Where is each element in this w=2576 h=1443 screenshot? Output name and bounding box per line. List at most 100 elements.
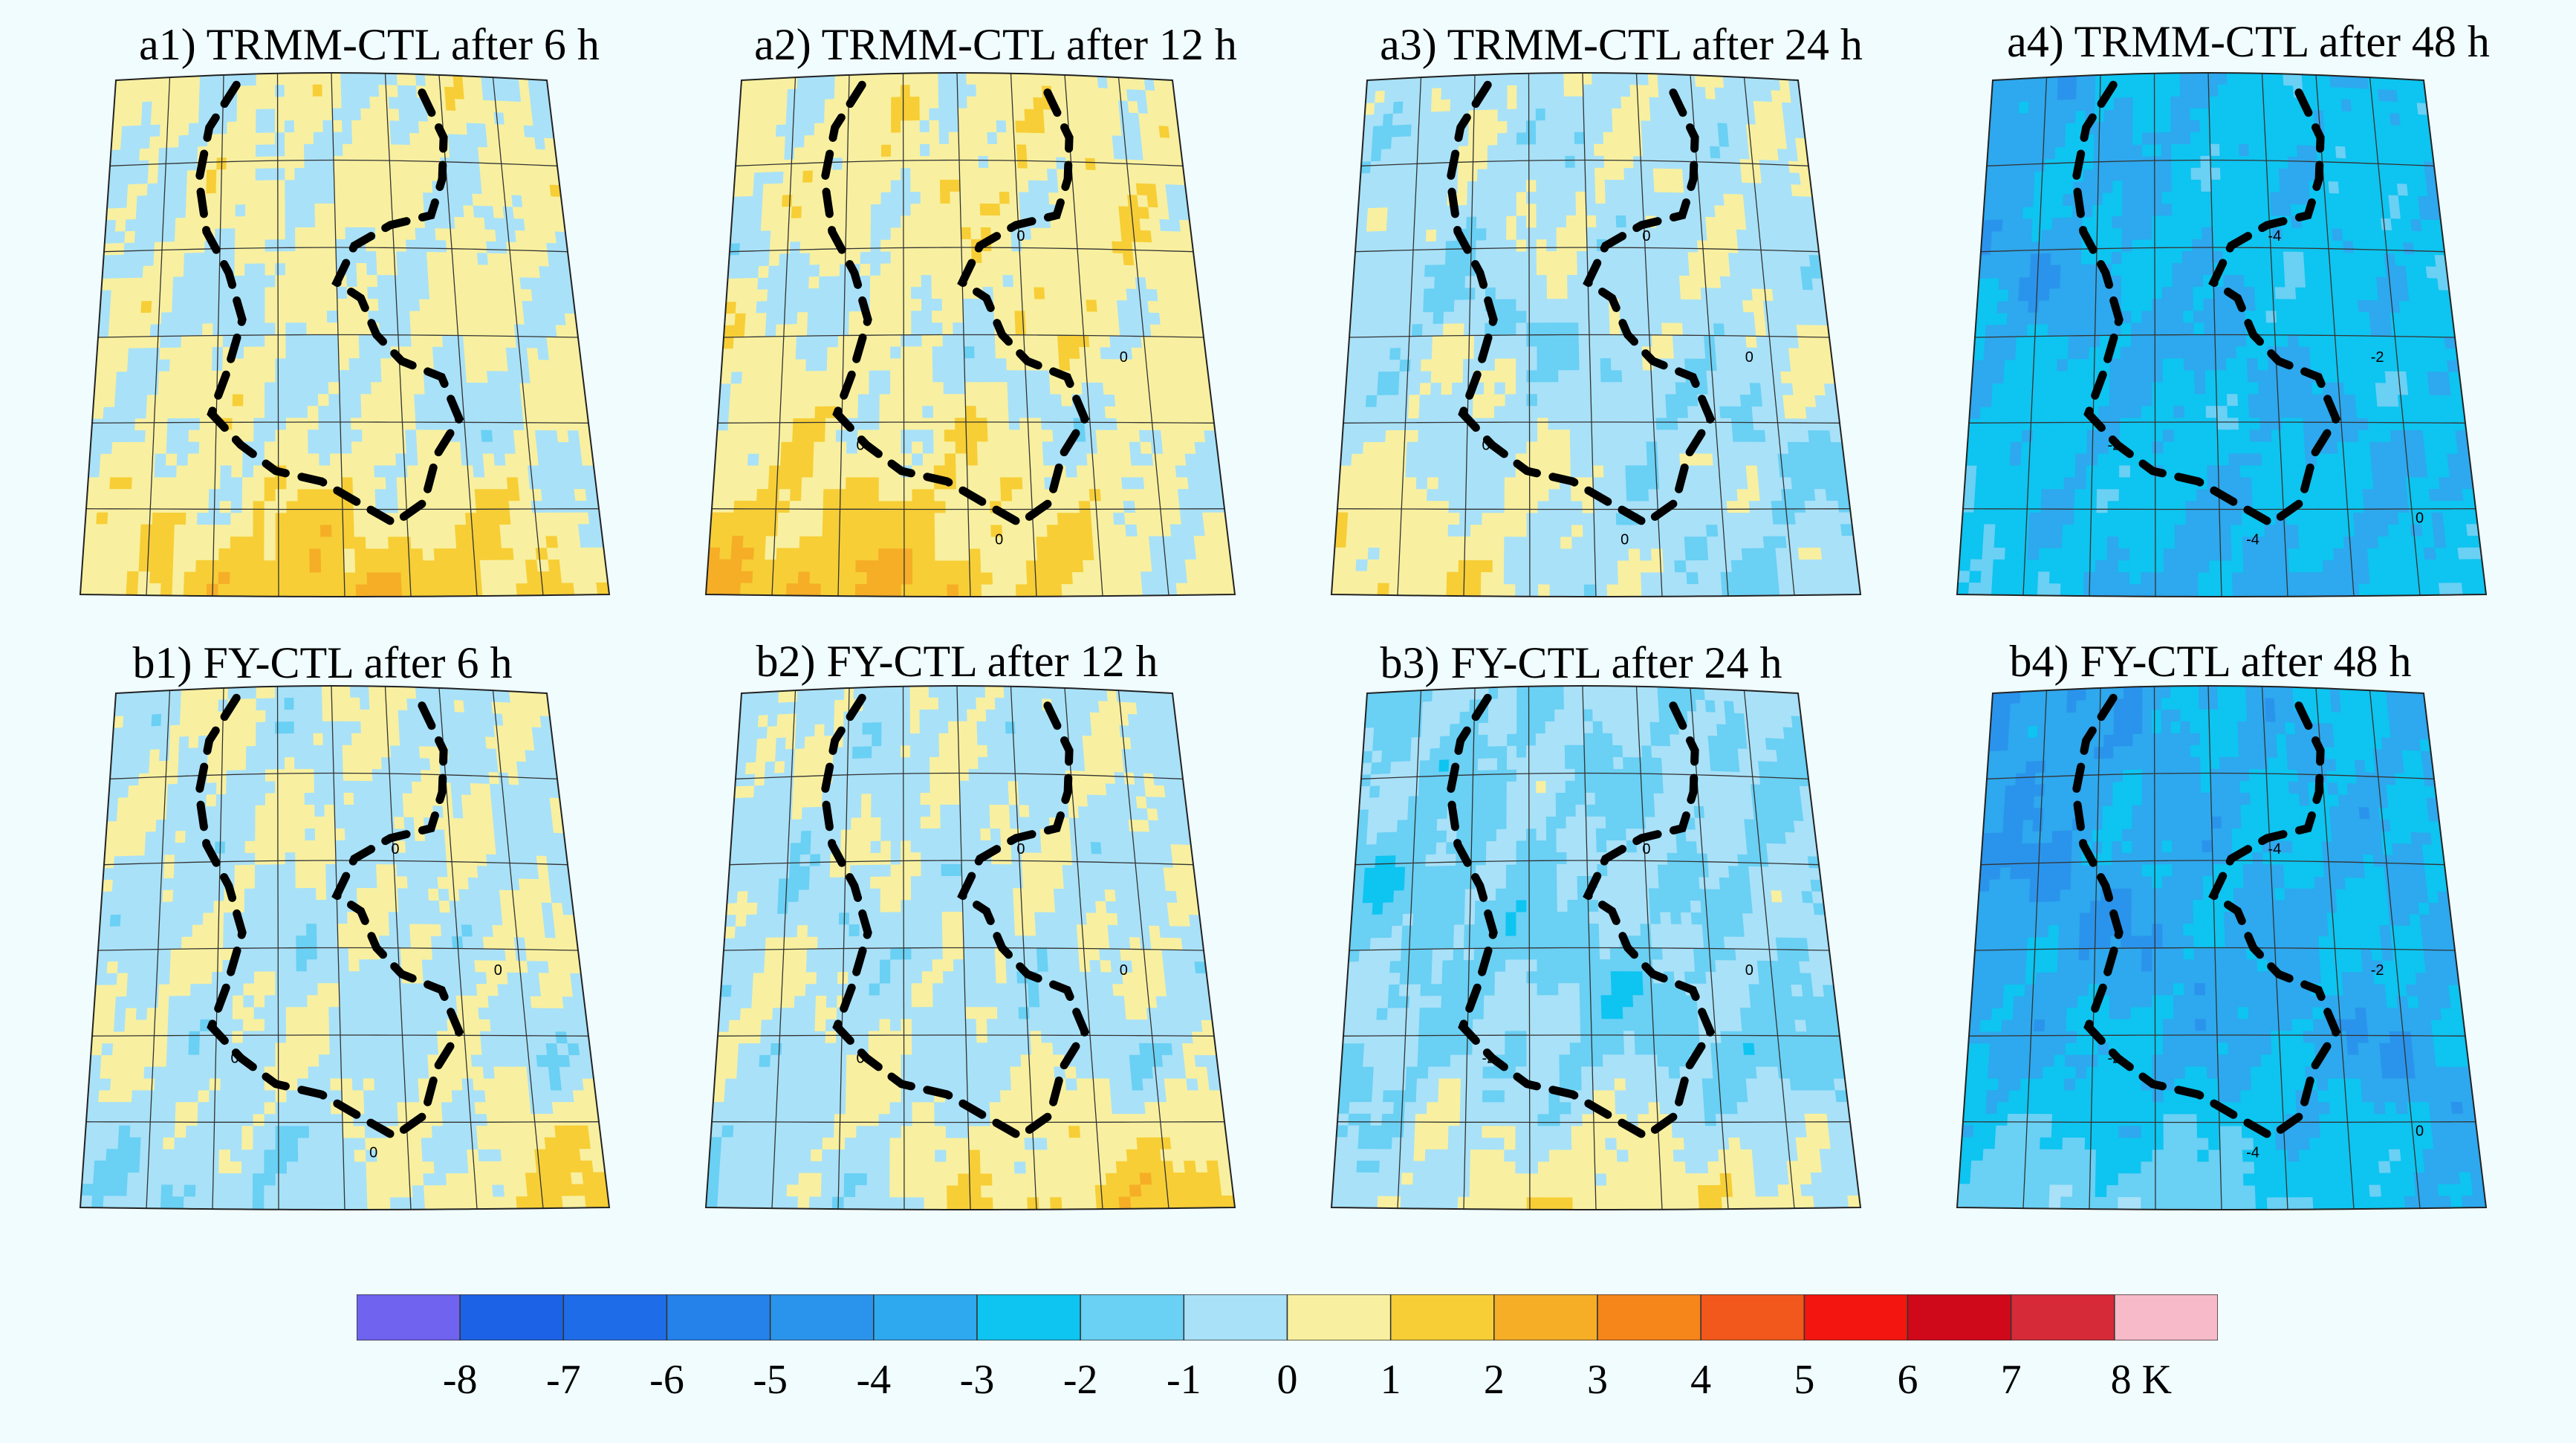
contour-label: 0	[995, 531, 1003, 548]
colorbar-swatch	[769, 1294, 875, 1340]
contour-label: 0	[391, 841, 399, 857]
plateau-boundary-outline	[195, 693, 464, 1141]
colorbar-tick-label: 1	[1380, 1357, 1401, 1403]
colorbar-tick-label: -8	[442, 1357, 478, 1403]
colorbar-swatch	[2010, 1294, 2115, 1340]
colorbar-swatch	[1803, 1294, 1909, 1340]
colorbar-swatch	[1493, 1294, 1598, 1340]
panel-title-b3: b3) FY-CTL after 24 h	[1380, 638, 1782, 687]
map-frame	[79, 684, 611, 1210]
panel-title-b4: b4) FY-CTL after 48 h	[2009, 637, 2412, 686]
plateau-boundary-outline	[1446, 80, 1716, 528]
colorbar-swatch	[873, 1294, 978, 1340]
map-panel-b3: -2 0 0	[1330, 684, 1862, 1210]
contour-label: -2	[2371, 349, 2384, 366]
contour-label: -2	[2371, 962, 2384, 979]
colorbar-tick-label: 0	[1276, 1357, 1298, 1403]
colorbar-swatch	[1080, 1294, 1185, 1340]
map-frame	[704, 684, 1236, 1210]
contour-label: 0	[1016, 841, 1025, 857]
map-frame	[79, 71, 611, 597]
colorbar-tick-label: -7	[546, 1357, 581, 1403]
contour-label: -2	[1482, 1051, 1495, 1067]
colorbar-tick-label: -4	[856, 1357, 892, 1403]
colorbar-swatch	[1907, 1294, 2012, 1340]
plateau-boundary-outline	[1446, 693, 1716, 1141]
contour-label: 0	[856, 1051, 864, 1067]
map-panel-a2: 0 0 0 0	[704, 71, 1236, 597]
map-graticule	[1962, 73, 2476, 597]
map-graticule	[711, 73, 1225, 597]
plateau-boundary-outline	[820, 80, 1090, 528]
map-frame	[1956, 684, 2488, 1210]
plateau-boundary-outline	[195, 80, 464, 528]
panel-title-a3: a3) TRMM-CTL after 24 h	[1380, 20, 1863, 69]
contour-label: -4	[2246, 531, 2259, 548]
map-graticule	[1962, 686, 2476, 1210]
colorbar-swatch	[2114, 1294, 2218, 1340]
colorbar-tick-label: -1	[1167, 1357, 1201, 1403]
contour-label: 0	[1745, 349, 1753, 366]
map-panel-b2: 0 0 0	[704, 684, 1236, 1210]
contour-label: 0	[1745, 962, 1753, 979]
map-graticule	[85, 73, 600, 597]
colorbar-swatch	[357, 1294, 461, 1340]
colorbar-tick-label: 2	[1483, 1357, 1505, 1403]
colorbar-swatch	[976, 1294, 1081, 1340]
contour-label: 0	[494, 962, 502, 979]
map-graticule	[85, 686, 600, 1210]
colorbar-tick-label: 8 K	[2110, 1357, 2173, 1403]
colorbar-swatch	[459, 1294, 565, 1340]
contour-label: 0	[1016, 228, 1025, 244]
map-graticule	[711, 686, 1225, 1210]
panel-title-a2: a2) TRMM-CTL after 12 h	[754, 20, 1237, 69]
contour-label: 0	[1620, 531, 1629, 548]
colorbar-tick-label: -5	[753, 1357, 788, 1403]
map-field	[80, 73, 609, 597]
contour-label: -4	[2246, 1144, 2259, 1161]
panel-title-a1: a1) TRMM-CTL after 6 h	[139, 20, 600, 69]
colorbar-tick-label: -2	[1062, 1357, 1098, 1403]
contour-label: 0	[1120, 349, 1128, 366]
map-field: -2 0 0	[1331, 686, 1860, 1210]
contour-label: -4	[2268, 228, 2281, 244]
contour-label: 0	[1120, 962, 1128, 979]
plateau-boundary-outline	[820, 693, 1090, 1141]
contour-label: 0	[1642, 841, 1650, 857]
colorbar-swatch	[1389, 1294, 1495, 1340]
map-field: 0 0 0 0	[1331, 73, 1860, 597]
colorbar-tick-label: 6	[1897, 1357, 1918, 1403]
contour-label: 0	[856, 438, 864, 454]
colorbar-tick-label: -3	[959, 1357, 995, 1403]
colorbar-swatch	[1183, 1294, 1288, 1340]
panel-title-b1: b1) FY-CTL after 6 h	[132, 638, 513, 687]
contour-label: -2	[2107, 438, 2121, 454]
map-field: 0 0 0 0	[80, 686, 609, 1210]
plateau-boundary-outline	[2071, 693, 2341, 1141]
map-panel-a4: -2 -4 -2 -4 0	[1956, 71, 2488, 597]
map-field: -2 -4 -2 -4 0	[1957, 73, 2486, 597]
map-panel-a1	[79, 71, 611, 597]
contour-label: 0	[1482, 438, 1490, 454]
contour-label: 0	[230, 1051, 239, 1067]
panel-title-a4: a4) TRMM-CTL after 48 h	[2007, 17, 2490, 66]
map-field: -2 -4 -2 -4 0	[1957, 686, 2486, 1210]
map-field: 0 0 0 0	[706, 73, 1235, 597]
map-panel-b1: 0 0 0 0	[79, 684, 611, 1210]
panel-title-b2: b2) FY-CTL after 12 h	[756, 637, 1158, 686]
map-frame	[1330, 684, 1862, 1210]
map-graticule	[1337, 686, 1851, 1210]
contour-label: 0	[1642, 228, 1650, 244]
map-graticule	[1337, 73, 1851, 597]
colorbar-tick-label: -6	[649, 1357, 684, 1403]
colorbar-swatch	[562, 1294, 668, 1340]
colorbar-tick-label: 3	[1587, 1357, 1608, 1403]
map-panel-b4: -2 -4 -2 -4 0	[1956, 684, 2488, 1210]
map-frame	[1330, 71, 1862, 597]
contour-label: 0	[369, 1144, 377, 1161]
map-field: 0 0 0	[706, 686, 1235, 1210]
contour-label: -4	[2268, 841, 2281, 857]
map-panel-a3: 0 0 0 0	[1330, 71, 1862, 597]
map-frame	[1956, 71, 2488, 597]
